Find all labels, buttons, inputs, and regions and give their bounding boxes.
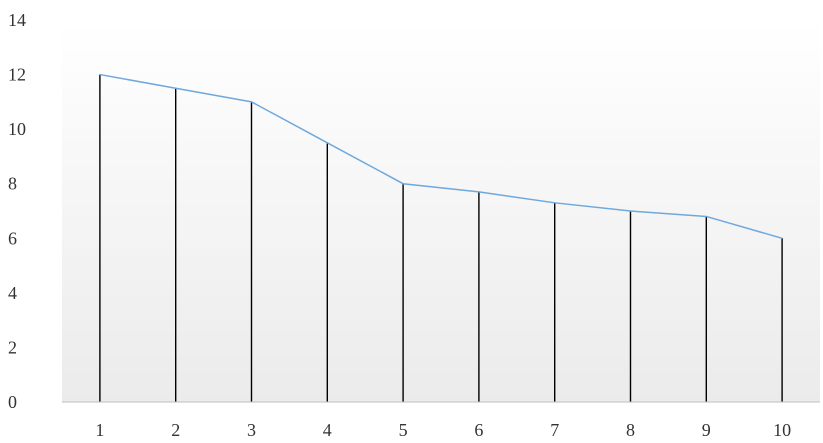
y-tick-label-2: 2 bbox=[8, 337, 17, 357]
y-axis-tick-labels: 0 2 4 6 8 10 12 14 bbox=[8, 10, 26, 412]
y-tick-label-10: 10 bbox=[8, 119, 26, 139]
y-tick-label-8: 8 bbox=[8, 174, 17, 194]
y-tick-label-12: 12 bbox=[8, 65, 26, 85]
y-tick-label-14: 14 bbox=[8, 10, 26, 30]
x-tick-label-2: 2 bbox=[171, 420, 180, 440]
x-axis-tick-labels: 1 2 3 4 5 6 7 8 9 10 bbox=[95, 420, 791, 440]
x-tick-label-4: 4 bbox=[323, 420, 332, 440]
drop-lines bbox=[99, 74, 783, 402]
x-tick-label-5: 5 bbox=[399, 420, 408, 440]
x-tick-label-1: 1 bbox=[95, 420, 104, 440]
y-tick-label-6: 6 bbox=[8, 228, 17, 248]
x-tick-label-3: 3 bbox=[247, 420, 256, 440]
x-tick-label-6: 6 bbox=[474, 420, 483, 440]
y-tick-label-4: 4 bbox=[8, 283, 17, 303]
x-tick-label-10: 10 bbox=[773, 420, 791, 440]
plot-area bbox=[62, 20, 820, 402]
series-line bbox=[99, 73, 783, 240]
x-tick-label-9: 9 bbox=[702, 420, 711, 440]
x-tick-label-7: 7 bbox=[550, 420, 559, 440]
x-tick-label-8: 8 bbox=[626, 420, 635, 440]
y-tick-label-0: 0 bbox=[8, 392, 17, 412]
